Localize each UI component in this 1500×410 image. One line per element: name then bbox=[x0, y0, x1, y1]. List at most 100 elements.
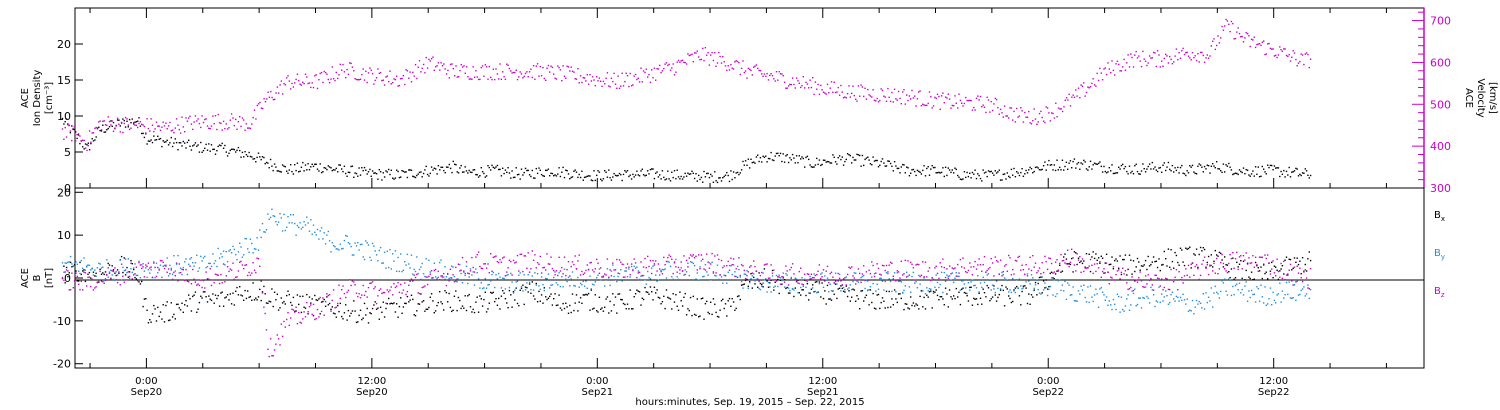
bfield-bx-point bbox=[868, 304, 870, 306]
bfield-bz-point bbox=[150, 266, 152, 268]
velocity-point bbox=[1265, 53, 1267, 55]
density-point bbox=[99, 129, 101, 132]
density-point bbox=[851, 162, 853, 164]
density-point bbox=[141, 132, 143, 135]
density-point bbox=[557, 173, 559, 175]
velocity-point bbox=[711, 51, 713, 54]
velocity-point bbox=[1179, 57, 1182, 59]
bfield-bz-point bbox=[443, 272, 445, 275]
bfield-by-point bbox=[1050, 277, 1053, 279]
bfield-bx-point bbox=[1240, 260, 1242, 262]
bfield-bz-point bbox=[158, 269, 160, 271]
bfield-bz-point bbox=[1303, 271, 1305, 273]
bfield-bx-point bbox=[418, 303, 421, 305]
bfield-bz-point bbox=[396, 285, 398, 287]
bfield-bx-point bbox=[303, 306, 305, 308]
bfield-by-point bbox=[975, 287, 978, 289]
velocity-point bbox=[359, 78, 362, 80]
bfield-bz-point bbox=[68, 289, 70, 291]
bfield-bx-point bbox=[1006, 288, 1008, 290]
density-point bbox=[660, 178, 662, 180]
density-point bbox=[202, 149, 205, 152]
bfield-bz-point bbox=[934, 267, 936, 269]
bfield-by-point bbox=[565, 278, 567, 280]
velocity-point bbox=[213, 123, 215, 125]
velocity-point bbox=[761, 73, 763, 75]
bfield-by-point bbox=[589, 275, 591, 277]
density-point bbox=[614, 174, 617, 177]
density-point bbox=[311, 163, 313, 165]
bfield-bz-point bbox=[308, 306, 311, 308]
bfield-bx-point bbox=[759, 282, 762, 285]
bfield-bz-point bbox=[809, 278, 811, 280]
velocity-point bbox=[714, 52, 716, 54]
bfield-by-point bbox=[498, 272, 500, 275]
bfield-by-point bbox=[1112, 298, 1115, 301]
density-point bbox=[367, 171, 370, 173]
bfield-by-point bbox=[1221, 280, 1223, 282]
velocity-point bbox=[783, 81, 786, 83]
bfield-by-point bbox=[944, 280, 947, 282]
density-point bbox=[587, 175, 590, 177]
bfield-bx-point bbox=[849, 300, 851, 302]
velocity-point bbox=[115, 125, 117, 127]
bfield-bx-point bbox=[632, 308, 634, 310]
velocity-point bbox=[430, 58, 433, 60]
bfield-bx-point bbox=[114, 272, 116, 274]
bfield-bx-point bbox=[328, 302, 331, 305]
density-point bbox=[264, 163, 266, 165]
velocity-point bbox=[1069, 105, 1072, 107]
bfield-bz-point bbox=[499, 259, 501, 261]
bfield-bx-point bbox=[510, 294, 512, 296]
velocity-point bbox=[284, 84, 287, 86]
bfield-tick-label: -20 bbox=[53, 358, 71, 371]
bfield-bx-point bbox=[951, 298, 953, 300]
density-point bbox=[579, 176, 582, 179]
bfield-by-point bbox=[1260, 284, 1262, 286]
velocity-point bbox=[1258, 43, 1261, 45]
bfield-bx-point bbox=[634, 293, 637, 295]
bfield-bz-point bbox=[828, 281, 830, 284]
bfield-bz-point bbox=[294, 311, 296, 313]
density-point bbox=[965, 176, 967, 179]
velocity-point bbox=[1254, 46, 1257, 49]
velocity-point bbox=[369, 67, 371, 69]
velocity-point bbox=[739, 73, 741, 76]
density-point bbox=[401, 170, 403, 172]
bfield-by-point bbox=[1061, 284, 1064, 286]
density-point bbox=[1155, 169, 1157, 171]
density-point bbox=[158, 138, 160, 140]
bfield-by-point bbox=[1301, 288, 1304, 290]
bfield-by-point bbox=[538, 285, 540, 287]
bfield-bz-point bbox=[1138, 277, 1140, 279]
bfield-bx-point bbox=[1083, 260, 1085, 262]
bfield-bx-point bbox=[526, 287, 528, 289]
bfield-by-point bbox=[939, 283, 941, 286]
bfield-bx-point bbox=[559, 307, 562, 309]
velocity-point bbox=[363, 79, 366, 81]
bfield-by-point bbox=[755, 278, 758, 280]
bfield-bx-point bbox=[1156, 266, 1159, 269]
velocity-point bbox=[519, 71, 521, 73]
bfield-by-point bbox=[934, 286, 936, 288]
density-point bbox=[1199, 164, 1202, 166]
velocity-point bbox=[726, 69, 728, 72]
bfield-bx-point bbox=[111, 265, 113, 267]
bfield-by-point bbox=[286, 226, 288, 228]
density-point bbox=[620, 174, 622, 176]
density-point bbox=[88, 149, 91, 151]
density-point bbox=[711, 175, 713, 177]
bfield-bx-point bbox=[130, 260, 132, 262]
density-point bbox=[969, 172, 971, 174]
velocity-point bbox=[1021, 110, 1023, 112]
bfield-bx-point bbox=[880, 301, 882, 304]
bfield-bz-point bbox=[451, 277, 453, 279]
bfield-bz-point bbox=[198, 284, 201, 287]
bfield-by-point bbox=[990, 289, 992, 291]
density-point bbox=[346, 175, 348, 177]
bfield-by-point bbox=[897, 280, 900, 282]
density-point bbox=[1123, 167, 1125, 170]
bfield-bz-point bbox=[785, 265, 787, 267]
velocity-point bbox=[704, 47, 707, 49]
bfield-by-point bbox=[1059, 279, 1061, 281]
